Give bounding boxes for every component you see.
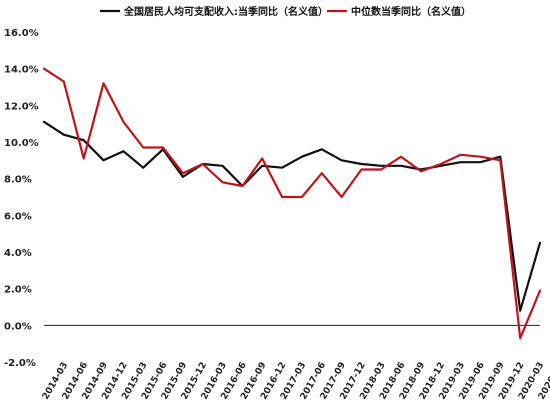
y-tick-label: 16.0%: [4, 28, 39, 39]
y-tick-label: 0.0%: [4, 321, 32, 332]
y-tick-label: 6.0%: [4, 211, 32, 222]
y-tick-label: 10.0%: [4, 138, 39, 149]
series-line-0: [42, 120, 542, 312]
series-layer: [42, 67, 542, 340]
series-line-1: [42, 67, 542, 340]
legend-label-median: 中位数当季同比（名义值）: [351, 5, 471, 18]
y-tick-label: 4.0%: [4, 248, 32, 259]
y-tick-label: 14.0%: [4, 65, 39, 76]
y-tick-label: 12.0%: [4, 101, 39, 112]
legend: 全国居民人均可支配收入:当季同比（名义值） 中位数当季同比（名义值）: [100, 5, 471, 18]
y-tick-label: -2.0%: [4, 358, 36, 369]
x-axis: 2014-032014-062014-092014-122015-032015-…: [41, 361, 550, 402]
legend-label-income: 全国居民人均可支配收入:当季同比（名义值）: [123, 5, 328, 18]
y-tick-label: 2.0%: [4, 285, 32, 296]
y-tick-label: 8.0%: [4, 175, 32, 186]
y-axis: 16.0% 14.0% 12.0% 10.0% 8.0% 6.0% 4.0% 2.0% 0.0%…: [4, 28, 39, 369]
